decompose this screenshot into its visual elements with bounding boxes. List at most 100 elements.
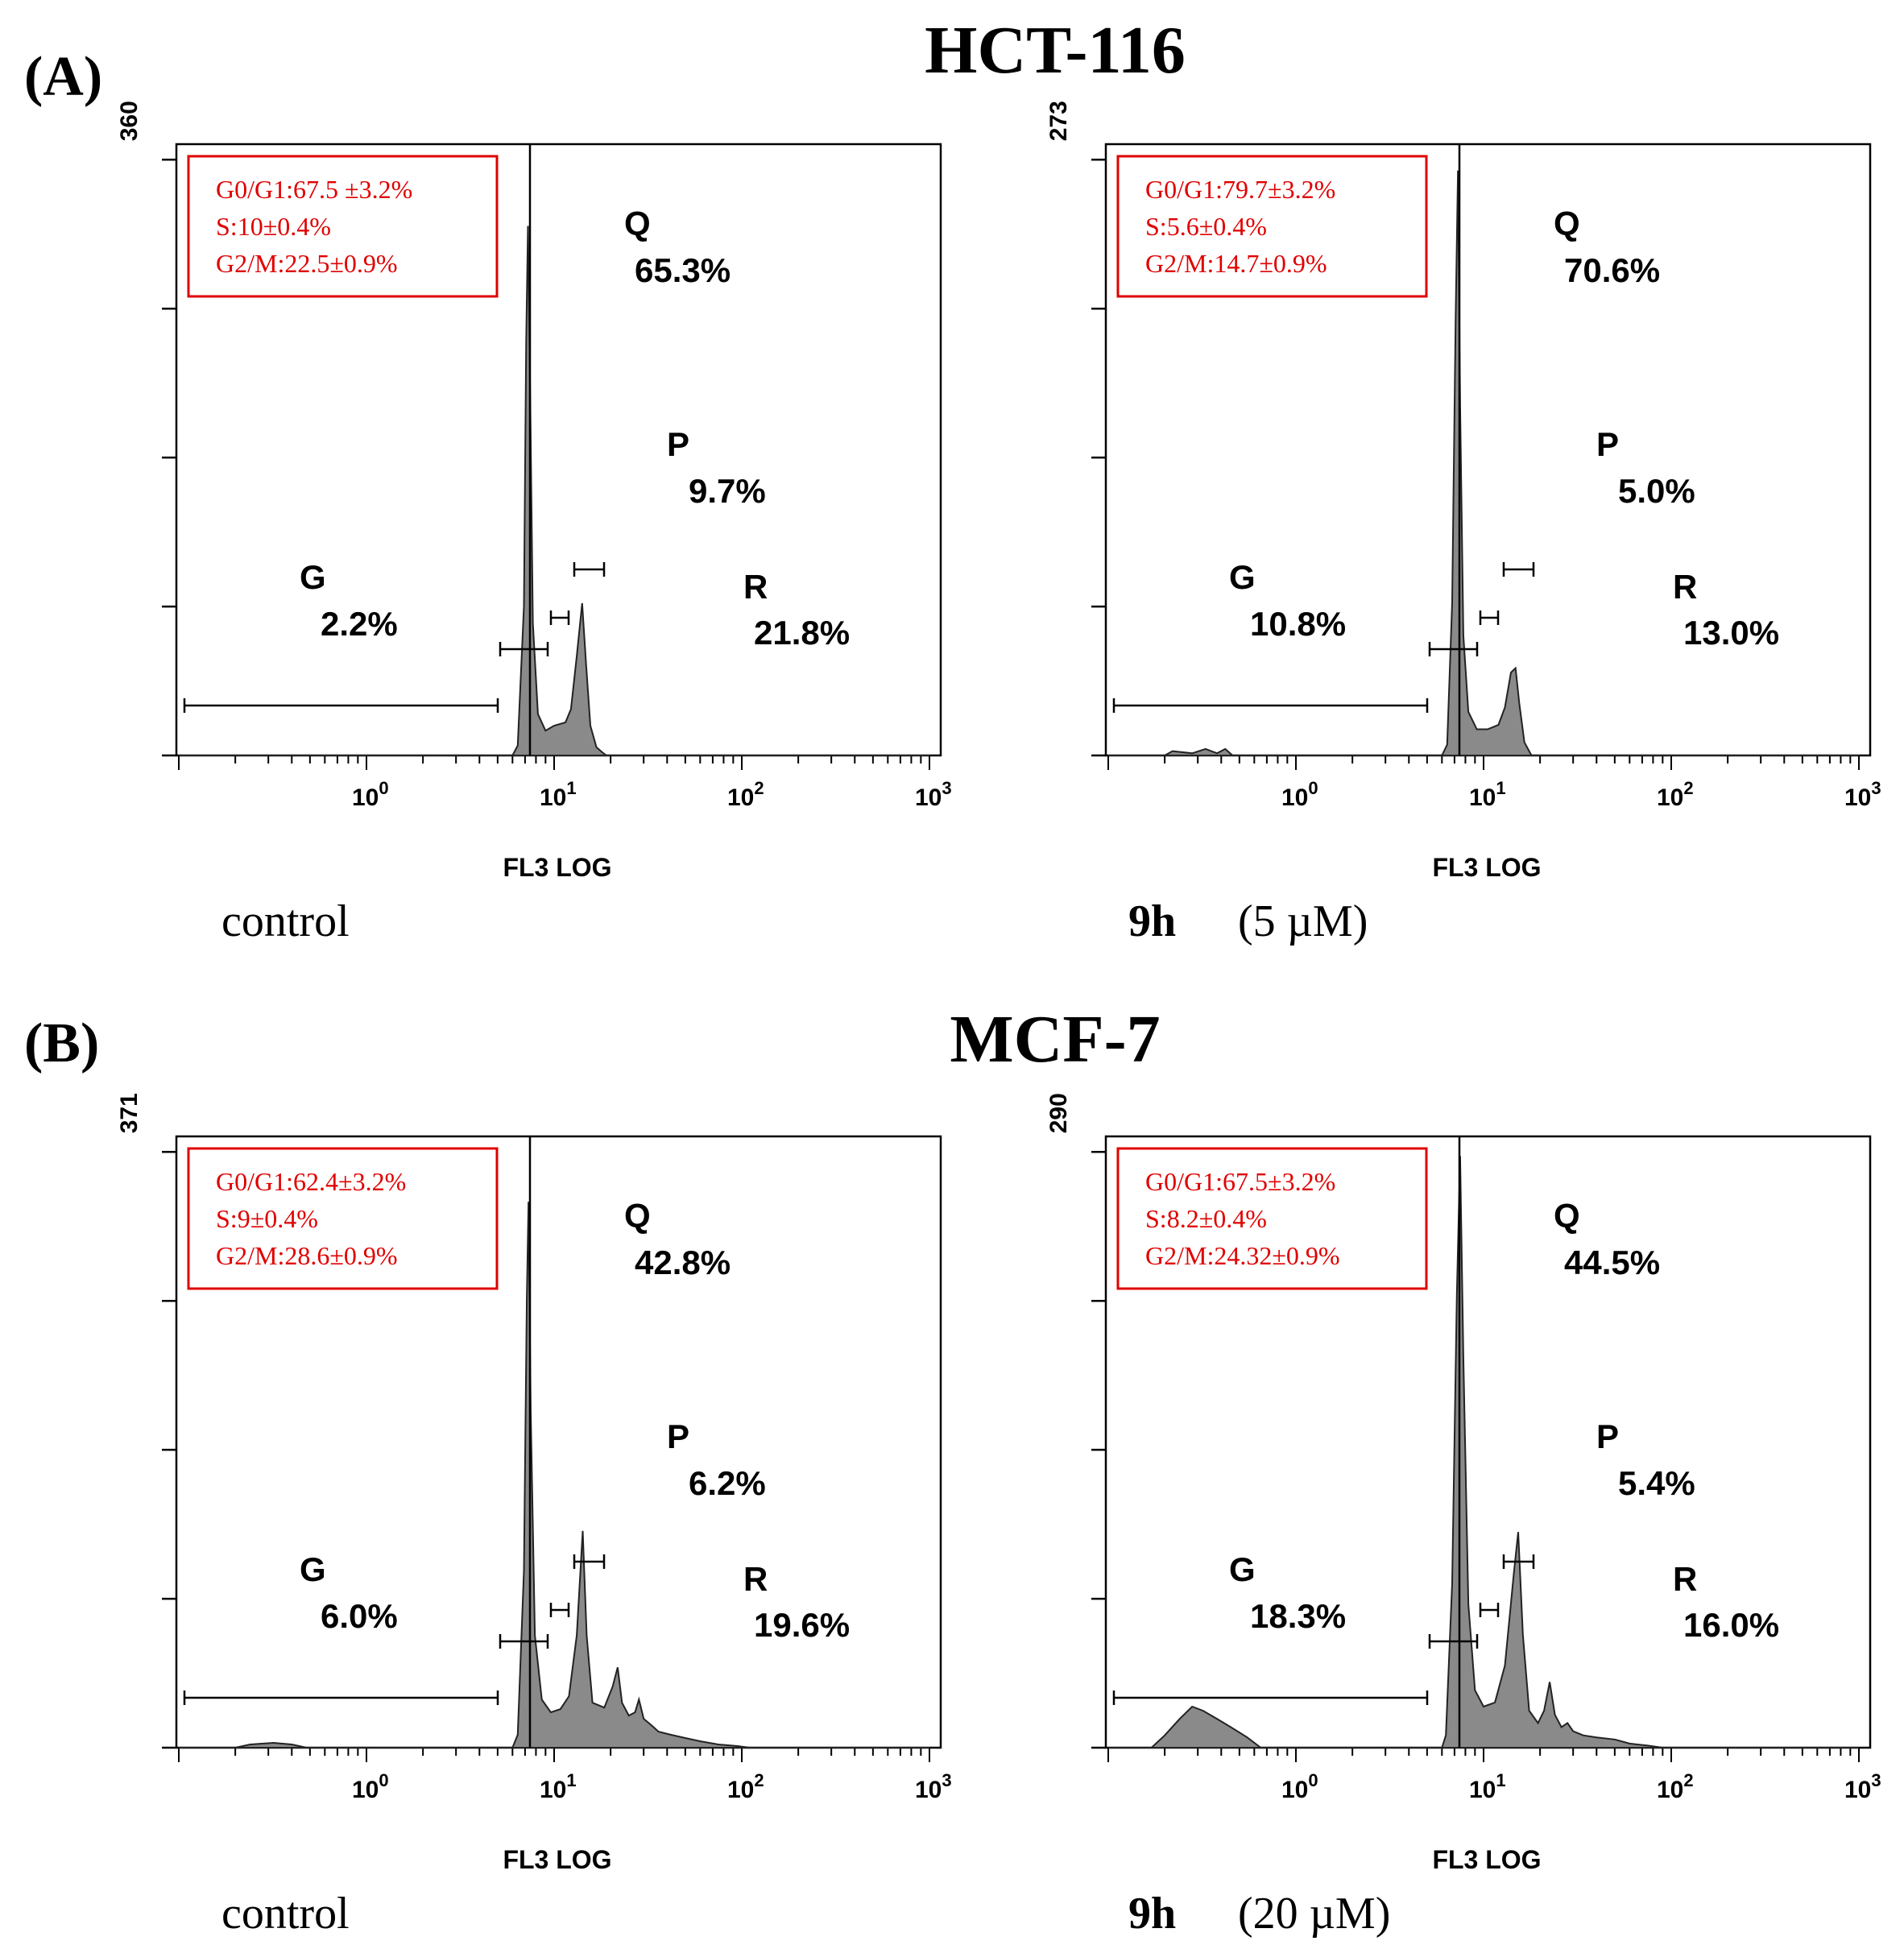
stats-box (187, 1147, 499, 1290)
x-tick-base: 10 (915, 784, 942, 811)
gate-percent-p: 5.4% (1618, 1464, 1695, 1502)
x-axis-label: FL3 LOG (1432, 853, 1541, 882)
x-tick-exponent: 1 (566, 778, 576, 798)
x-axis-label: FL3 LOG (503, 1845, 611, 1874)
panel-a-title: HCT-116 (925, 13, 1186, 88)
gate-percent-g: 6.0% (321, 1597, 398, 1635)
gate-percent-g: 2.2% (321, 605, 398, 643)
stats-s-phase: S:9±0.4% (216, 1204, 318, 1233)
stats-g0g1: G0/G1:67.5 ±3.2% (216, 175, 412, 204)
gate-percent-r: 21.8% (754, 614, 850, 652)
stats-g2m: G2/M:22.5±0.9% (216, 249, 398, 278)
gate-percent-r: 16.0% (1683, 1606, 1779, 1644)
x-tick-base: 10 (1844, 784, 1871, 811)
x-tick-base: 10 (1281, 1777, 1308, 1803)
condition-label: (20 µM) (1238, 1889, 1390, 1939)
x-tick-exponent: 0 (1308, 778, 1318, 798)
gate-label-p: P (667, 425, 689, 463)
gate-percent-q: 42.8% (635, 1244, 731, 1281)
gate-percent-r: 19.6% (754, 1606, 850, 1644)
stats-g2m: G2/M:28.6±0.9% (216, 1241, 398, 1270)
gate-percent-g: 18.3% (1250, 1597, 1346, 1635)
stats-box (187, 155, 499, 298)
x-tick-label: 101 (540, 1770, 577, 1803)
gate-percent-p: 6.2% (689, 1464, 766, 1502)
gate-label-p: P (667, 1417, 689, 1455)
gate-percent-p: 5.0% (1618, 472, 1695, 510)
gate-percent-q: 44.5% (1564, 1244, 1660, 1281)
x-tick-base: 10 (1657, 1777, 1683, 1803)
histogram-area (179, 226, 929, 756)
condition-time: 9h (1128, 896, 1176, 946)
x-tick-label: 102 (727, 1770, 764, 1803)
x-tick-exponent: 0 (379, 1770, 388, 1790)
gate-label-r: R (1673, 568, 1697, 606)
gate-label-r: R (1673, 1560, 1697, 1598)
x-tick-label: 101 (1469, 778, 1506, 811)
gate-label-g: G (300, 558, 326, 596)
gate-label-q: Q (1554, 1197, 1580, 1235)
y-max-label: 290 (1045, 1093, 1072, 1133)
x-tick-base: 10 (540, 784, 566, 811)
condition-label: (5 µM) (1238, 896, 1368, 946)
gate-percent-q: 65.3% (635, 251, 731, 289)
x-axis-label: FL3 LOG (1432, 1845, 1541, 1874)
gate-percent-g: 10.8% (1250, 605, 1346, 643)
condition-time: 9h (1128, 1889, 1176, 1939)
x-tick-exponent: 1 (566, 1770, 576, 1790)
x-tick-base: 10 (540, 1777, 566, 1803)
x-tick-label: 103 (915, 1770, 952, 1803)
x-tick-label: 102 (1657, 1770, 1694, 1803)
x-tick-label: 100 (1281, 778, 1318, 811)
gate-label-g: G (300, 1550, 326, 1588)
histogram-area (1108, 1156, 1859, 1748)
x-tick-base: 10 (727, 1777, 754, 1803)
x-tick-label: 101 (1469, 1770, 1506, 1803)
condition-label: control (221, 896, 350, 946)
x-tick-exponent: 2 (1683, 1770, 1693, 1790)
stats-s-phase: S:5.6±0.4% (1145, 212, 1267, 241)
x-tick-base: 10 (727, 784, 754, 811)
stats-box (1116, 155, 1428, 298)
stats-g0g1: G0/G1:62.4±3.2% (216, 1167, 406, 1196)
gate-label-g: G (1229, 1550, 1256, 1588)
x-tick-exponent: 2 (1683, 778, 1693, 798)
gate-label-q: Q (624, 1197, 651, 1235)
x-tick-base: 10 (1844, 1777, 1871, 1803)
x-tick-label: 100 (1281, 1770, 1318, 1803)
gate-label-p: P (1596, 425, 1619, 463)
y-max-label: 360 (116, 101, 143, 141)
stats-s-phase: S:10±0.4% (216, 212, 331, 241)
x-tick-exponent: 3 (1871, 778, 1881, 798)
x-tick-exponent: 1 (1496, 778, 1505, 798)
x-tick-exponent: 2 (754, 1770, 764, 1790)
x-tick-exponent: 3 (942, 778, 951, 798)
x-tick-exponent: 3 (942, 1770, 951, 1790)
y-max-label: 273 (1045, 101, 1072, 141)
x-tick-label: 103 (1844, 778, 1881, 811)
gate-percent-r: 13.0% (1683, 614, 1779, 652)
x-tick-label: 103 (915, 778, 952, 811)
x-tick-base: 10 (915, 1777, 942, 1803)
x-tick-exponent: 0 (1308, 1770, 1318, 1790)
histogram-area (179, 1202, 929, 1748)
x-tick-label: 102 (1657, 778, 1694, 811)
x-tick-label: 100 (352, 778, 389, 811)
x-tick-label: 100 (352, 1770, 389, 1803)
x-tick-label: 103 (1844, 1770, 1881, 1803)
x-tick-base: 10 (1281, 784, 1308, 811)
y-max-label: 371 (116, 1093, 143, 1133)
stats-g0g1: G0/G1:79.7±3.2% (1145, 175, 1335, 204)
stats-g2m: G2/M:24.32±0.9% (1145, 1241, 1340, 1270)
gate-label-p: P (1596, 1417, 1619, 1455)
stats-box (1116, 1147, 1428, 1290)
gate-percent-p: 9.7% (689, 472, 766, 510)
gate-label-r: R (743, 1560, 768, 1598)
stats-s-phase: S:8.2±0.4% (1145, 1204, 1267, 1233)
stats-g0g1: G0/G1:67.5±3.2% (1145, 1167, 1335, 1196)
x-tick-exponent: 1 (1496, 1770, 1505, 1790)
